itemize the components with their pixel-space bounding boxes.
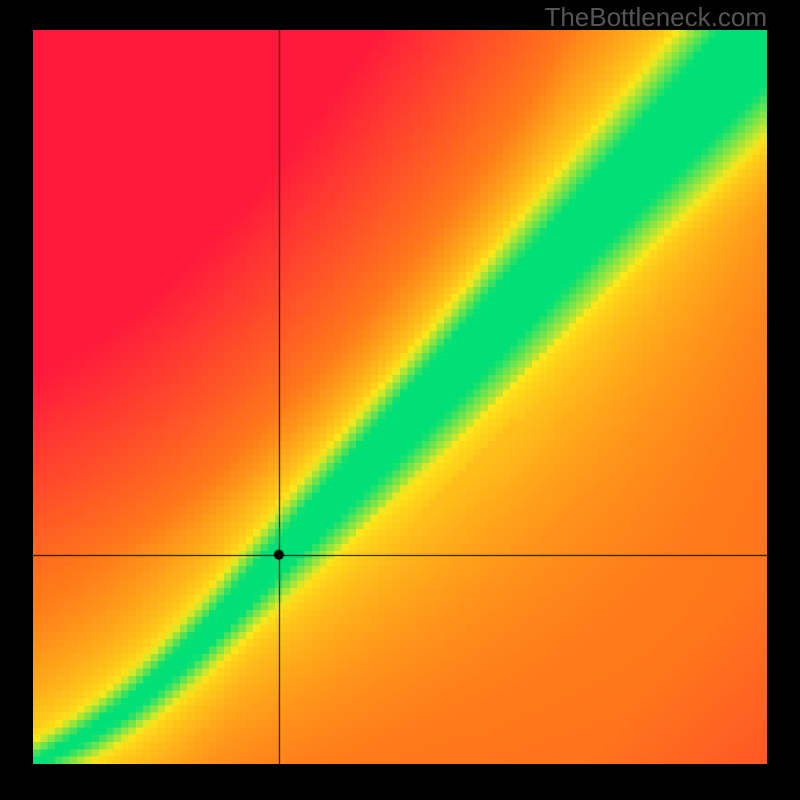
chart-container: TheBottleneck.com bbox=[0, 0, 800, 800]
watermark-text: TheBottleneck.com bbox=[544, 2, 767, 33]
bottleneck-heatmap bbox=[33, 30, 767, 764]
